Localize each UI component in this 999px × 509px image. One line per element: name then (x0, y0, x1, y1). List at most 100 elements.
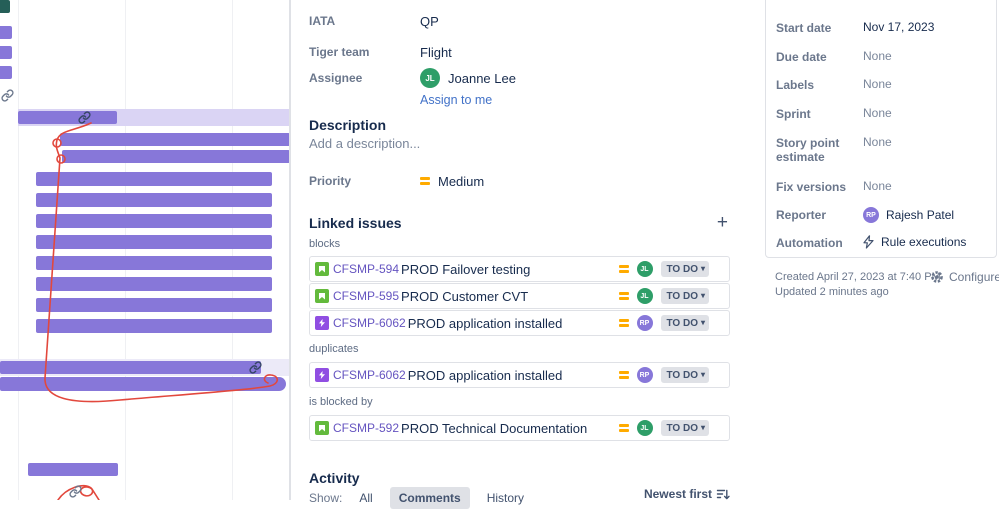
linked-issue-row[interactable]: CFSMP-594 PROD Failover testing JL TO DO… (309, 256, 730, 282)
gantt-bar[interactable] (36, 298, 272, 312)
relation-label: blocks (309, 238, 341, 250)
link-icon[interactable] (78, 111, 91, 124)
sort-icon (716, 489, 730, 499)
field-row-priority: Priority Medium (309, 171, 730, 191)
avatar: JL (636, 261, 653, 277)
detail-row-automation: Automation Rule executions (776, 235, 988, 250)
issue-detail-panel: IATA QP Tiger team Flight Assignee JL Jo… (309, 0, 730, 509)
linked-issue-row[interactable]: CFSMP-6062 PROD application installed RP… (309, 310, 730, 336)
filter-all-button[interactable]: All (359, 491, 373, 505)
story-point-value[interactable]: None (863, 135, 892, 149)
issue-summary: PROD application installed (407, 315, 563, 331)
gantt-bar[interactable] (0, 26, 12, 39)
field-value-tiger-team[interactable]: Flight (420, 44, 452, 60)
detail-row-reporter: Reporter RP Rajesh Patel (776, 207, 988, 223)
show-label: Show: (309, 491, 343, 505)
gantt-bar[interactable] (60, 133, 289, 146)
priority-medium-icon (618, 265, 629, 273)
issue-key-link[interactable]: CFSMP-594 (333, 262, 400, 276)
detail-label: Automation (776, 236, 843, 250)
issue-key-link[interactable]: CFSMP-592 (333, 421, 400, 435)
fix-versions-value[interactable]: None (863, 179, 892, 193)
timeline-gridline (232, 0, 233, 500)
linked-issue-row[interactable]: CFSMP-6062 PROD application installed RP… (309, 362, 730, 388)
sort-order-button[interactable]: Newest first (644, 487, 730, 501)
status-dropdown[interactable]: TO DO ▾ (660, 367, 709, 383)
gantt-bar[interactable] (36, 277, 272, 291)
dependency-lines (44, 122, 279, 500)
relation-label: is blocked by (309, 396, 373, 408)
assignee-name: Joanne Lee (448, 70, 516, 86)
detail-row-start-date: Start date Nov 17, 2023 (776, 20, 988, 35)
configure-label: Configure (949, 270, 999, 284)
field-row-iata: IATA QP (309, 11, 730, 31)
field-value-assignee[interactable]: JL Joanne Lee (420, 68, 516, 88)
field-label: Priority (309, 174, 352, 188)
field-value-priority[interactable]: Medium (420, 174, 484, 189)
status-dropdown[interactable]: TO DO ▾ (660, 420, 709, 436)
link-icon[interactable] (249, 361, 262, 374)
detail-label: Labels (776, 78, 815, 92)
gantt-bar[interactable] (36, 172, 272, 186)
link-icon[interactable] (69, 485, 82, 498)
detail-row-sprint: Sprint None (776, 106, 988, 121)
gantt-bar[interactable] (28, 463, 118, 476)
priority-medium-icon (618, 424, 629, 432)
gantt-bar[interactable] (36, 193, 272, 207)
filter-comments-button[interactable]: Comments (389, 487, 470, 509)
reporter-name: Rajesh Patel (886, 208, 955, 222)
priority-medium-icon (618, 292, 629, 300)
rule-executions-link[interactable]: Rule executions (863, 235, 966, 249)
sprint-value[interactable]: None (863, 106, 892, 120)
field-value-iata[interactable]: QP (420, 13, 439, 29)
issue-key-link[interactable]: CFSMP-6062 (333, 316, 406, 330)
timeline-gridline (18, 0, 19, 500)
chevron-down-icon: ▾ (700, 370, 705, 379)
gantt-bar[interactable] (0, 66, 12, 79)
epic-icon (315, 368, 329, 382)
status-dropdown[interactable]: TO DO ▾ (660, 315, 709, 331)
updated-timestamp: Updated 2 minutes ago (775, 286, 889, 298)
issue-key-link[interactable]: CFSMP-6062 (333, 368, 406, 382)
chevron-down-icon: ▾ (700, 291, 705, 300)
assign-to-me-link[interactable]: Assign to me (420, 93, 493, 107)
description-heading: Description (309, 117, 387, 133)
story-icon (315, 289, 329, 303)
add-link-button[interactable]: + (716, 212, 728, 233)
story-icon (315, 421, 329, 435)
gantt-bar-dark[interactable] (0, 0, 10, 13)
gantt-bar[interactable] (36, 235, 272, 249)
reporter-value[interactable]: RP Rajesh Patel (863, 207, 954, 223)
due-date-value[interactable]: None (863, 49, 892, 63)
detail-label: Due date (776, 50, 827, 64)
linked-issue-row[interactable]: CFSMP-595 PROD Customer CVT JL TO DO ▾ (309, 283, 730, 309)
gantt-bar[interactable] (0, 377, 286, 391)
field-label: IATA (309, 14, 336, 28)
description-placeholder[interactable]: Add a description... (309, 136, 421, 151)
detail-row-labels: Labels None (776, 77, 988, 92)
status-dropdown[interactable]: TO DO ▾ (660, 261, 709, 277)
status-label: TO DO (666, 369, 698, 381)
gantt-bar[interactable] (36, 214, 272, 228)
gantt-bar[interactable] (36, 256, 272, 270)
link-icon[interactable] (1, 89, 14, 102)
status-dropdown[interactable]: TO DO ▾ (660, 288, 709, 304)
linked-issue-row[interactable]: CFSMP-592 PROD Technical Documentation J… (309, 415, 730, 441)
gantt-bar[interactable] (36, 319, 272, 333)
relation-label: duplicates (309, 343, 359, 355)
gantt-bar[interactable] (0, 361, 261, 374)
issue-key-link[interactable]: CFSMP-595 (333, 289, 400, 303)
timeline-pane (0, 0, 291, 500)
priority-medium-icon (420, 177, 430, 185)
chevron-down-icon: ▾ (700, 318, 705, 327)
gantt-bar[interactable] (18, 111, 117, 124)
epic-icon (315, 316, 329, 330)
gantt-bar[interactable] (62, 150, 289, 163)
filter-history-button[interactable]: History (486, 491, 525, 505)
gantt-bar[interactable] (0, 46, 12, 59)
issue-summary: PROD Customer CVT (401, 288, 529, 304)
configure-button[interactable]: Configure (930, 270, 999, 284)
start-date-value[interactable]: Nov 17, 2023 (863, 20, 935, 34)
avatar: JL (420, 68, 440, 88)
labels-value[interactable]: None (863, 77, 892, 91)
